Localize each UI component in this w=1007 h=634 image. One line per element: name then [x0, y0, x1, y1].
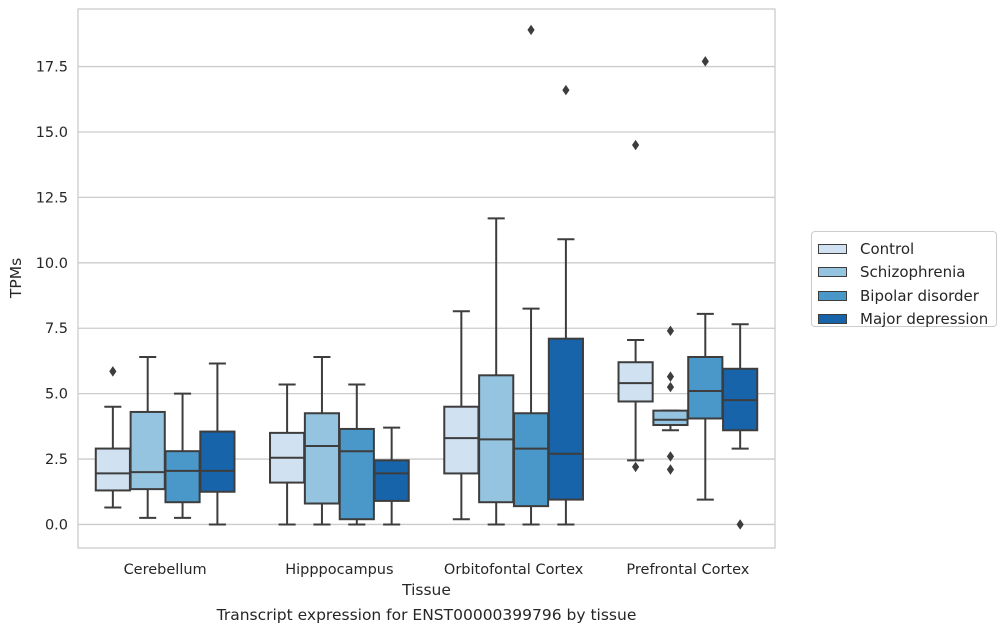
legend-label-control: Control [860, 239, 915, 258]
box-iqr [338, 427, 375, 521]
x-tick-label: Prefrontal Cortex [626, 562, 749, 578]
y-tick-label: 7.5 [45, 321, 68, 337]
box-hipppocampus-control [269, 383, 306, 526]
y-tick-label: 12.5 [36, 190, 68, 206]
legend: Control Schizophrenia Bipolar disorder M… [811, 231, 997, 328]
box-iqr [443, 405, 480, 475]
y-tick-label: 5.0 [45, 387, 68, 403]
outlier-point [666, 381, 675, 393]
box-iqr [303, 412, 341, 505]
box-iqr [652, 409, 689, 427]
x-tick-label: Hipppocampus [285, 562, 393, 578]
box-iqr [373, 459, 410, 502]
y-tick-label: 15.0 [36, 125, 68, 141]
box-orbitofontal-cortex-major-depression [547, 84, 584, 526]
box-iqr [129, 410, 166, 491]
box-prefrontal-cortex-control [617, 139, 654, 473]
box-iqr [512, 412, 550, 508]
outlier-point [666, 371, 675, 382]
outlier-point [666, 464, 675, 475]
y-tick-label: 17.5 [36, 60, 68, 76]
y-axis-label: TPMs [7, 258, 25, 299]
legend-item-major-depression: Major depression [818, 308, 996, 332]
legend-swatch-major-depression [818, 314, 847, 325]
box-hipppocampus-major-depression [373, 426, 410, 526]
box-cerebellum-schizophrenia [129, 355, 166, 519]
x-tick-label: Cerebellum [124, 562, 207, 578]
legend-item-bipolar-disorder: Bipolar disorder [818, 284, 996, 308]
box-iqr [687, 355, 724, 420]
y-tick-label: 2.5 [45, 452, 68, 468]
outlier-point [632, 139, 640, 151]
box-cerebellum-major-depression [199, 362, 236, 526]
box-hipppocampus-bipolar-disorder [338, 383, 375, 526]
legend-item-schizophrenia: Schizophrenia [818, 261, 996, 285]
box-orbitofontal-cortex-schizophrenia [478, 217, 515, 526]
legend-label-schizophrenia: Schizophrenia [860, 263, 966, 282]
outlier-point [736, 519, 744, 530]
x-tick-labels: Cerebellum Hipppocampus Orbitofontal Corte… [124, 562, 750, 578]
box-iqr [94, 447, 131, 492]
box-prefrontal-cortex-major-depression [722, 323, 759, 530]
box-prefrontal-cortex-schizophrenia [652, 325, 689, 475]
box-groups [94, 24, 759, 530]
box-iqr [617, 361, 654, 403]
outlier-point [666, 451, 675, 462]
box-cerebellum-bipolar-disorder [164, 392, 201, 519]
box-orbitofontal-cortex-control [443, 310, 480, 521]
box-iqr [164, 450, 201, 504]
plot-frame [77, 8, 776, 549]
outlier-point [527, 24, 535, 36]
x-axis-label: Tissue [401, 581, 451, 599]
outlier-point [562, 84, 570, 96]
outlier-point [701, 56, 709, 67]
y-tick-label: 0.0 [45, 517, 68, 533]
legend-swatch-schizophrenia [818, 267, 847, 278]
outlier-point [632, 461, 640, 473]
box-cerebellum-control [94, 366, 131, 509]
x-tick-label: Orbitofontal Cortex [444, 562, 584, 578]
box-iqr [199, 430, 236, 493]
legend-label-bipolar-disorder: Bipolar disorder [860, 286, 979, 305]
outlier-point [666, 325, 675, 337]
outlier-point [109, 366, 117, 377]
box-prefrontal-cortex-bipolar-disorder [687, 56, 724, 501]
legend-item-control: Control [818, 237, 996, 261]
y-tick-label: 10.0 [36, 256, 68, 272]
y-tick-labels: 0.0 2.5 5.0 7.5 10.0 12.5 15.0 17.5 [36, 60, 68, 534]
box-orbitofontal-cortex-bipolar-disorder [512, 24, 550, 526]
legend-swatch-control [818, 243, 847, 254]
box-iqr [547, 337, 584, 501]
figure-caption: Transcript expression for ENST0000039979… [216, 606, 637, 624]
legend-swatch-bipolar-disorder [818, 290, 847, 301]
box-hipppocampus-schizophrenia [303, 355, 341, 526]
legend-label-major-depression: Major depression [860, 310, 989, 329]
